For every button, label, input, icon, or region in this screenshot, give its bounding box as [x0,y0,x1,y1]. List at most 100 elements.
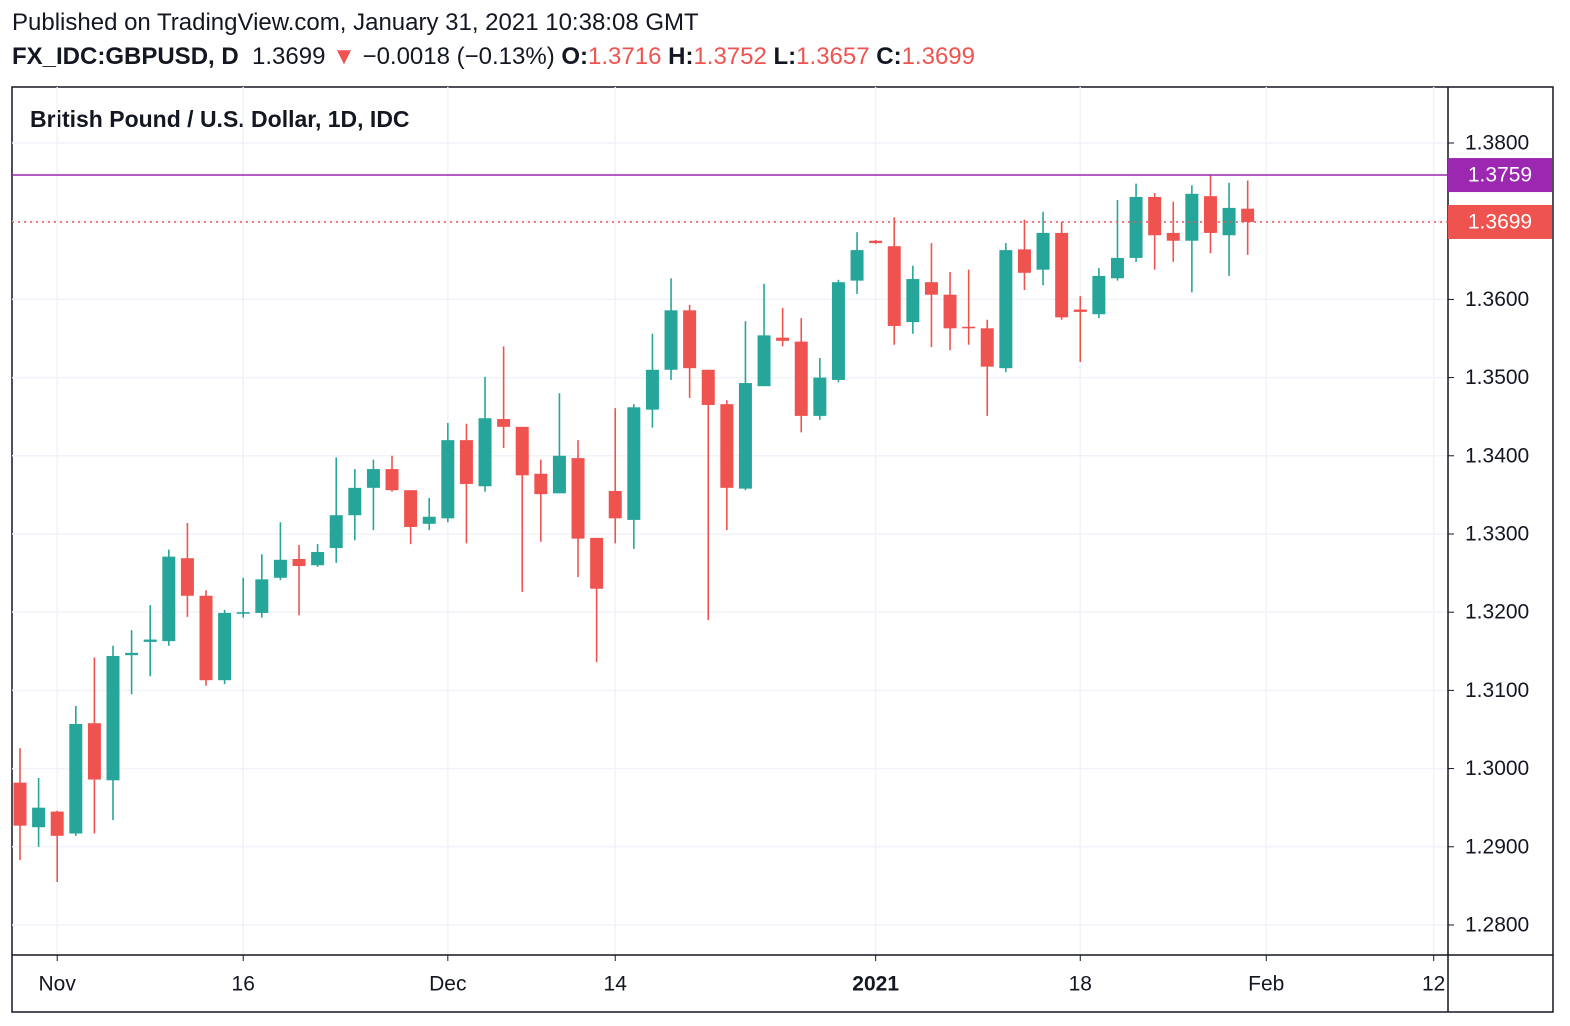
candle-body [887,246,901,326]
candle-body [125,652,139,656]
candle-body [1222,207,1236,236]
candle-body [13,782,27,826]
candle-body [1241,208,1255,222]
change-arrow: ▼ [332,43,356,70]
candle-body [50,811,64,836]
candle-body [329,515,343,549]
published-line: Published on TradingView.com, January 31… [12,6,975,40]
header: Published on TradingView.com, January 31… [12,6,975,74]
candle-body [478,418,492,487]
candle-body [1185,193,1199,241]
candle-body [590,537,604,589]
y-tick-label: 1.3000 [1465,757,1529,780]
candle-body [273,559,287,578]
price-label: 1.3699 [1468,211,1532,234]
y-tick-label: 1.3600 [1465,288,1529,311]
chart-frame [11,86,1554,1013]
candle-body [1110,257,1124,279]
candle-body [813,377,827,416]
candle-body [459,440,473,484]
candle-body [515,426,529,476]
x-tick-label: 12 [1422,973,1445,996]
candle-body [962,326,976,329]
ohlc-value: 1.3657 [796,43,870,70]
x-tick-label: 16 [232,973,255,996]
candle-body [1073,309,1087,312]
candle-body [1203,196,1217,233]
last-price: 1.3699 [252,43,326,70]
candle-body [255,579,269,613]
y-tick-label: 1.2800 [1465,914,1529,937]
candle-body [757,335,771,387]
candle-body [645,369,659,410]
y-tick-label: 1.3400 [1465,444,1529,467]
candle-body [831,282,845,380]
candle-body [106,655,120,781]
candle-body [162,556,176,642]
candle-body [236,612,250,614]
candle-body [385,469,399,491]
candle-body [218,612,232,681]
candle-body [441,440,455,519]
candle-body [571,458,585,539]
candle-body [1166,232,1180,241]
candle-body [497,419,511,427]
candle-body [534,473,548,495]
candle-body [906,279,920,323]
price-label: 1.3759 [1468,164,1532,187]
candle-body [404,490,418,527]
candle-body [1055,232,1069,318]
y-tick-label: 1.2900 [1465,835,1529,858]
candle-body [199,595,213,681]
candle-body [738,383,752,489]
candle-body [943,294,957,329]
candle-body [1129,196,1143,258]
y-tick-label: 1.3500 [1465,366,1529,389]
candle-body [701,369,715,405]
symbol: FX_IDC:GBPUSD, D [12,43,239,70]
candle-body [143,639,157,642]
candle-body [720,404,734,488]
candle-body [422,516,436,524]
change: −0.0018 (−0.13%) [362,43,555,70]
published: Published on TradingView.com, January 31… [12,9,699,36]
candle-body [348,487,362,516]
y-tick-label: 1.3200 [1465,601,1529,624]
ohlc-label: L: [773,43,797,70]
y-tick-label: 1.3100 [1465,679,1529,702]
x-tick-label: Dec [429,973,466,996]
candle-body [980,328,994,367]
candle-body [924,282,938,295]
candle-body [69,724,83,834]
ohlc-label: C: [876,43,902,70]
candle-body [32,807,46,828]
ohlc-label: H: [668,43,694,70]
price-label-box [1448,158,1552,193]
candle-body [1017,249,1031,273]
candle-body [608,490,622,519]
price-label-box [1448,204,1552,239]
candle-body [794,341,808,416]
ohlc-value: 1.3752 [693,43,767,70]
ohlc-label: O: [561,43,589,70]
quote-line: FX_IDC:GBPUSD, D 1.3699 ▼ −0.0018 (−0.13… [12,40,975,74]
candle-body [869,240,883,244]
y-tick-label: 1.3800 [1465,132,1529,155]
candle-body [180,558,194,596]
candle-body [850,250,864,281]
candle-body [664,310,678,370]
candle-body [292,559,306,567]
ohlc-value: 1.3716 [588,43,662,70]
x-tick-label: 14 [604,973,628,996]
candle-body [1092,275,1106,315]
y-tick-label: 1.3300 [1465,523,1529,546]
candle-body [1036,232,1050,270]
chart-title: British Pound / U.S. Dollar, 1D, IDC [30,106,410,132]
candle-body [1148,196,1162,236]
ohlc-value: 1.3699 [901,43,975,70]
candle-body [552,455,566,494]
x-tick-label: Feb [1248,973,1284,996]
x-tick-label: 2021 [852,973,899,996]
